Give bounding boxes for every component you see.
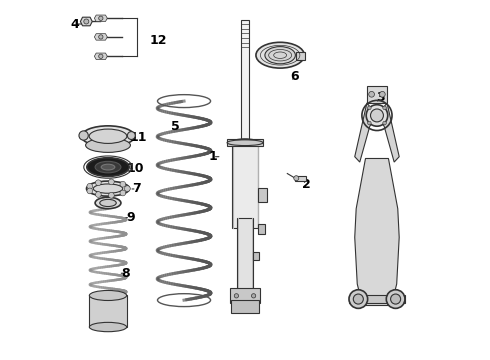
Circle shape	[251, 294, 256, 298]
Polygon shape	[80, 17, 92, 26]
Circle shape	[98, 54, 103, 58]
Ellipse shape	[232, 139, 258, 146]
Text: 12: 12	[149, 34, 167, 48]
Circle shape	[368, 91, 374, 97]
Circle shape	[96, 180, 101, 185]
Bar	[238, 218, 252, 297]
Circle shape	[368, 106, 371, 110]
Circle shape	[379, 91, 385, 97]
Ellipse shape	[236, 140, 254, 145]
Ellipse shape	[101, 164, 115, 170]
Circle shape	[108, 193, 114, 198]
Circle shape	[108, 179, 114, 185]
Ellipse shape	[81, 126, 135, 147]
Bar	[296, 52, 305, 59]
Bar	[230, 288, 260, 303]
Polygon shape	[95, 15, 107, 22]
Circle shape	[120, 181, 126, 187]
Polygon shape	[95, 34, 107, 40]
Bar	[227, 139, 263, 146]
Bar	[231, 300, 259, 314]
Bar	[349, 295, 405, 303]
Circle shape	[391, 294, 401, 304]
Circle shape	[96, 192, 101, 197]
Ellipse shape	[89, 129, 127, 143]
Bar	[252, 252, 259, 260]
Ellipse shape	[87, 181, 129, 196]
Circle shape	[353, 294, 364, 304]
Text: 5: 5	[171, 121, 179, 134]
Ellipse shape	[95, 197, 121, 209]
Circle shape	[366, 105, 388, 126]
Circle shape	[370, 109, 383, 122]
Polygon shape	[355, 158, 399, 306]
Ellipse shape	[89, 322, 126, 332]
Text: 3: 3	[376, 91, 385, 104]
Text: 4: 4	[70, 18, 79, 31]
Circle shape	[87, 183, 93, 189]
Circle shape	[127, 132, 135, 139]
Bar	[258, 188, 267, 202]
Circle shape	[294, 176, 299, 181]
Bar	[241, 21, 249, 144]
Text: 9: 9	[126, 211, 135, 224]
Ellipse shape	[95, 161, 121, 173]
Ellipse shape	[86, 138, 130, 152]
Text: 7: 7	[132, 183, 141, 195]
Circle shape	[383, 121, 387, 125]
Polygon shape	[377, 103, 399, 162]
Ellipse shape	[100, 199, 116, 207]
Bar	[258, 224, 266, 234]
Ellipse shape	[227, 140, 263, 145]
Text: 11: 11	[129, 131, 147, 144]
Circle shape	[124, 186, 130, 192]
Ellipse shape	[87, 158, 129, 176]
Circle shape	[386, 290, 405, 309]
Ellipse shape	[256, 42, 304, 68]
Bar	[367, 86, 387, 103]
Circle shape	[383, 106, 387, 110]
Ellipse shape	[89, 291, 126, 301]
Circle shape	[79, 131, 88, 140]
Text: 8: 8	[122, 267, 130, 280]
Text: 10: 10	[126, 162, 144, 175]
Polygon shape	[95, 53, 107, 59]
Text: 6: 6	[290, 70, 299, 83]
Circle shape	[120, 190, 126, 196]
Circle shape	[84, 19, 89, 24]
Bar	[295, 176, 306, 181]
Circle shape	[368, 121, 371, 125]
Text: 1: 1	[208, 150, 217, 163]
Polygon shape	[355, 103, 377, 162]
Bar	[89, 295, 126, 327]
Bar	[232, 140, 258, 228]
Circle shape	[349, 290, 368, 309]
Ellipse shape	[93, 184, 122, 193]
Circle shape	[87, 188, 93, 194]
Ellipse shape	[265, 46, 295, 64]
Circle shape	[234, 294, 239, 298]
Text: 2: 2	[302, 178, 311, 191]
Circle shape	[98, 16, 103, 21]
Circle shape	[98, 35, 103, 39]
